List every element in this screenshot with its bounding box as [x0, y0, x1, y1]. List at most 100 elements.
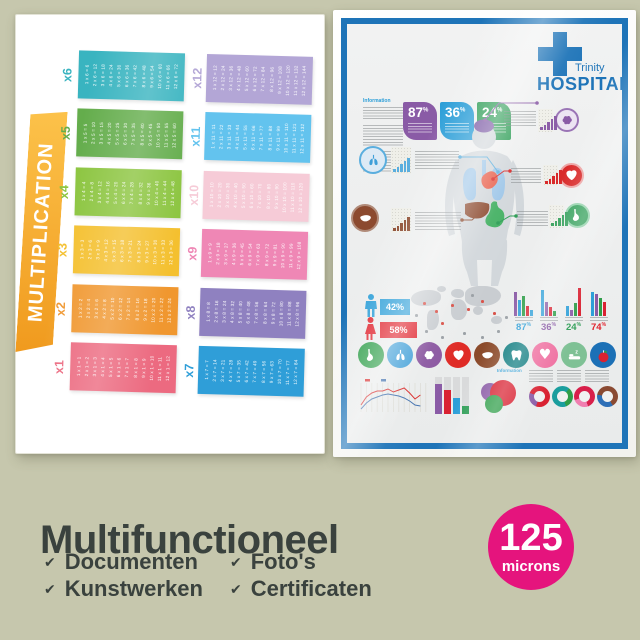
donut-hole	[579, 391, 590, 402]
male-icon	[365, 294, 377, 317]
placeholder-text-lines	[589, 317, 608, 321]
placeholder-text-lines	[511, 168, 541, 184]
callout-mini-chart	[543, 165, 562, 186]
equation-cell: 3 x 8 = 24	[221, 300, 228, 324]
check-icon: ✔	[230, 553, 242, 570]
map-continent	[451, 299, 467, 320]
thickness-badge: 125 microns	[488, 504, 574, 590]
stat-badge-value: 87%	[408, 105, 429, 120]
equation-cell: 6 x 4 = 24	[121, 181, 127, 204]
mult-table-label-x3: x3	[55, 243, 70, 258]
column-chart	[435, 374, 469, 414]
map-marker-dot	[435, 310, 438, 313]
equation-cell: 8 x 5 = 40	[138, 123, 145, 146]
stat-bar-value: 87%	[515, 322, 532, 334]
feature-label: Foto's	[250, 549, 316, 574]
statistic-bar-groups: 87% 36% 24% 74%	[513, 286, 609, 333]
organ-badge-stomach	[358, 342, 384, 368]
equation-cell: 4 x 11 = 44	[234, 124, 241, 150]
equation-cell: 9 x 4 = 36	[145, 181, 152, 205]
feature-item: ✔ Kunstwerken	[44, 576, 203, 602]
equation-cell: 1 x 5 = 5	[82, 123, 89, 143]
equation-cell: 4 x 8 = 32	[229, 301, 236, 324]
equation-cell: 1 x 4 = 4	[80, 181, 87, 202]
donut-chart	[529, 386, 550, 407]
equation-cell: 7 x 10 = 70	[257, 183, 263, 209]
equation-cell: 4 x 9 = 36	[231, 242, 238, 266]
callout-mini-chart	[549, 205, 568, 228]
feature-item: ✔ Documenten	[44, 549, 198, 575]
feature-label: Kunstwerken	[64, 576, 203, 601]
placeholder-text-lines	[363, 125, 403, 147]
stat-bars	[541, 286, 556, 316]
mult-table-label-x9: x9	[185, 246, 200, 261]
equation-cell: 7 x 2 = 14	[126, 298, 132, 321]
world-map	[411, 286, 511, 342]
male-stat-value: 42%	[380, 299, 410, 315]
feature-label: Certificaten	[250, 576, 372, 601]
map-marker-dot	[467, 308, 470, 311]
equation-cell: 4 x 2 = 8	[101, 298, 108, 319]
equation-cell: 1 x 1 = 1	[76, 356, 82, 377]
heart-icon: ♥	[538, 347, 552, 363]
equation-cell: 7 x 3 = 21	[127, 239, 134, 263]
mini-bar-series	[540, 116, 557, 130]
equation-cell: 5 x 10 = 50	[241, 183, 247, 209]
placeholder-text-lines	[529, 370, 553, 382]
brain-icon	[562, 115, 572, 124]
equation-cell: 6 x 8 = 48	[245, 301, 252, 325]
equation-cell: 3 x 11 = 33	[226, 124, 233, 150]
equation-cell: 11 x 8 = 88	[286, 301, 292, 327]
mult-table-x10: 1 x 10 = 10 2 x 10 = 20 3 x 10 = 30 4 x 10 …	[202, 170, 310, 222]
sleep-icon: z	[568, 349, 580, 359]
equation-cell: 10 x 5 = 50	[155, 122, 161, 148]
equation-cell: 1 x 8 = 8	[205, 301, 212, 322]
map-continent	[491, 316, 502, 324]
equation-cell: 3 x 3 = 9	[95, 240, 101, 261]
equation-cell: 2 x 11 = 22	[218, 124, 225, 150]
heart-icon	[566, 170, 577, 181]
equation-cell: 4 x 3 = 12	[103, 239, 110, 262]
equation-cell: 7 x 1 = 7	[124, 358, 130, 378]
organ-badge-liver	[474, 342, 500, 368]
stat-bars	[514, 286, 533, 316]
map-continent	[451, 289, 464, 298]
placeholder-text-lines	[517, 211, 548, 226]
equation-cell: 9 x 8 = 72	[270, 302, 276, 325]
stat-bar-value: 24%	[565, 322, 582, 334]
equation-cell: 6 x 2 = 12	[117, 298, 124, 321]
placeholder-text-lines	[363, 107, 403, 121]
equation-cell: 8 x 7 = 56	[260, 360, 267, 383]
equation-cell: 4 x 7 = 28	[228, 359, 234, 382]
equation-cell: 1 x 2 = 2	[77, 298, 84, 318]
body-liver	[465, 202, 490, 219]
map-dot	[463, 332, 466, 335]
equation-cell: 5 x 2 = 10	[109, 297, 116, 321]
callout-lines	[458, 101, 539, 225]
map-dot	[425, 330, 428, 333]
map-dot	[505, 316, 508, 319]
stat-bars	[566, 286, 581, 316]
thickness-unit: microns	[501, 558, 561, 575]
map-continent	[437, 286, 446, 292]
equation-cell: 5 x 4 = 20	[113, 181, 119, 204]
equation-cell: 1 x 12 = 12	[212, 65, 218, 91]
equation-cell: 4 x 4 = 16	[105, 180, 111, 204]
body-heart	[481, 171, 498, 189]
stat-badge: 87%	[403, 102, 437, 140]
organ-badge-brain	[416, 342, 442, 368]
equation-cell: 2 x 12 = 24	[220, 65, 226, 92]
donut-hole	[534, 391, 545, 402]
equation-cell: 4 x 12 = 48	[236, 66, 242, 92]
equation-cell: 12 x 7 = 84	[292, 359, 299, 386]
donut-hole	[601, 391, 613, 402]
equation-cell: 9 x 2 = 18	[142, 298, 148, 322]
